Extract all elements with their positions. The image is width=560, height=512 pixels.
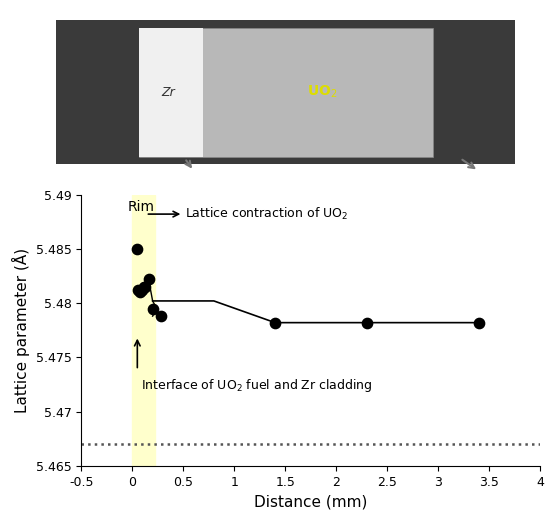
Point [156,312,165,320]
Text: Rim: Rim [127,200,155,214]
Point [475,318,484,327]
X-axis label: Distance (mm): Distance (mm) [254,494,367,509]
Point [133,245,142,253]
Point [141,283,150,291]
Point [134,286,143,294]
Text: Zr: Zr [162,86,175,99]
Bar [139,28,203,157]
Text: Interface of UO$_2$ fuel and Zr cladding: Interface of UO$_2$ fuel and Zr cladding [142,377,373,394]
Point [136,288,145,296]
Point [362,318,371,327]
Text: UO$_2$: UO$_2$ [307,84,338,100]
Point [144,275,153,283]
Point [148,305,157,313]
Point [138,286,147,294]
Bar [139,28,432,157]
Y-axis label: Lattice parameter (Å): Lattice parameter (Å) [12,248,30,413]
Point [140,283,149,291]
Bar [132,195,155,466]
Text: Lattice contraction of UO$_2$: Lattice contraction of UO$_2$ [185,206,348,222]
Point [270,318,279,327]
